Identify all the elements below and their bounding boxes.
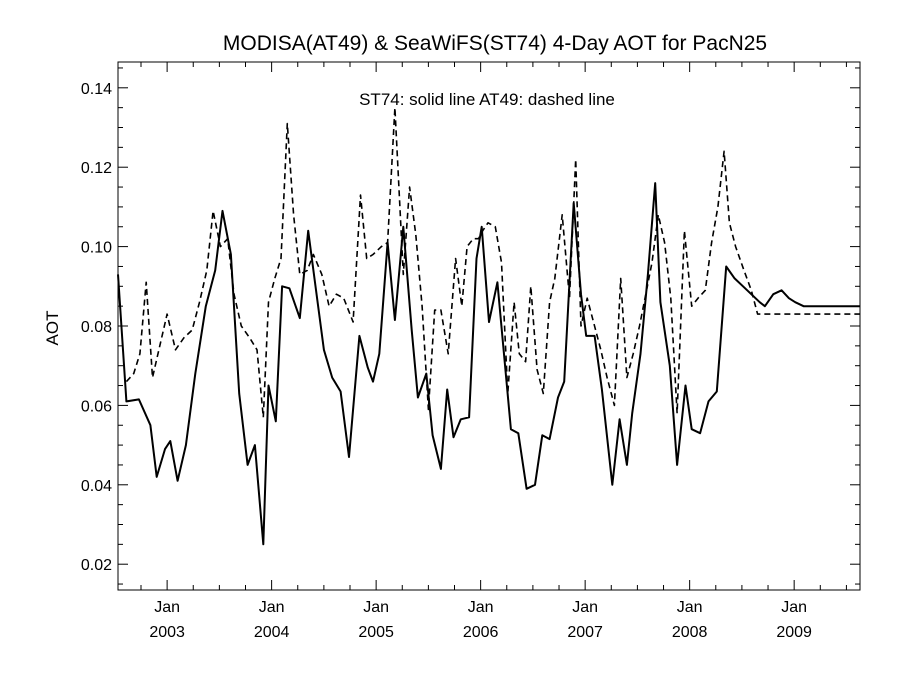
x-axis: Jan 2003 Jan 2004 Jan 2005 Jan 2006 Jan 2007 Jan 20… — [140, 62, 847, 641]
x-tick-year-label: 2004 — [254, 624, 290, 641]
x-tick-year-label: 2009 — [776, 624, 812, 641]
y-tick-label: 0.06 — [81, 398, 112, 415]
x-tick-month-label: Jan — [677, 599, 703, 616]
y-tick-label: 0.10 — [81, 240, 112, 257]
x-tick-month-label: Jan — [468, 599, 494, 616]
x-tick-year-label: 2005 — [358, 624, 394, 641]
x-tick-month-label: Jan — [781, 599, 807, 616]
y-tick-label: 0.14 — [81, 81, 112, 98]
y-tick-label: 0.04 — [81, 478, 112, 495]
series-layer — [117, 106, 860, 546]
y-tick-label: 0.08 — [81, 319, 112, 336]
y-tick-label: 0.02 — [81, 557, 112, 574]
series-line-at49 — [125, 106, 860, 419]
x-tick-month-label: Jan — [154, 599, 180, 616]
plot-frame — [117, 61, 861, 591]
x-tick-year-label: 2008 — [672, 624, 708, 641]
x-tick-year-label: 2007 — [567, 624, 603, 641]
x-tick-year-label: 2003 — [149, 624, 185, 641]
chart-title: MODISA(AT49) & SeaWiFS(ST74) 4-Day AOT f… — [223, 32, 767, 55]
series-annotation: ST74: solid line AT49: dashed line — [359, 90, 615, 109]
y-tick-label: 0.12 — [81, 160, 112, 177]
y-axis-label: AOT — [43, 311, 62, 346]
x-tick-month-label: Jan — [572, 599, 598, 616]
x-tick-year-label: 2006 — [463, 624, 499, 641]
series-line-st74 — [117, 182, 860, 546]
y-axis: 0.02 0.04 0.06 0.08 0.10 0.12 0.14 — [81, 67, 860, 585]
x-tick-month-label: Jan — [363, 599, 389, 616]
x-tick-month-label: Jan — [259, 599, 285, 616]
